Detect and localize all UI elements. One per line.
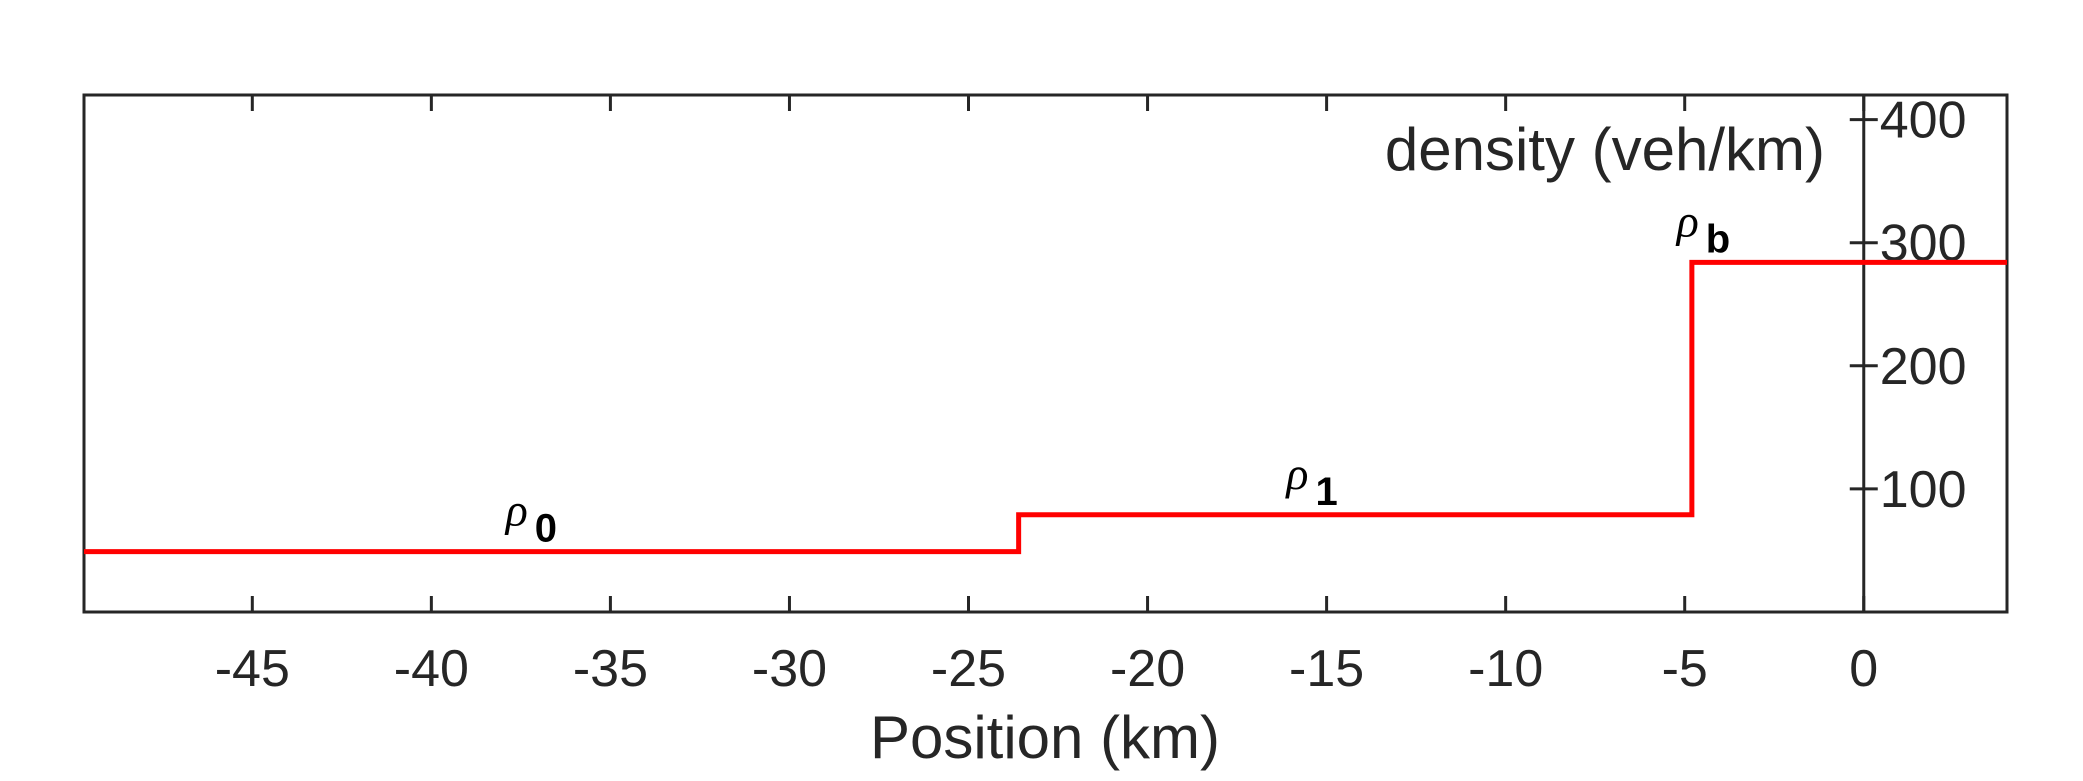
- x-tick-label: -25: [931, 640, 1006, 698]
- x-tick-label: -35: [573, 640, 648, 698]
- x-tick-label: -10: [1468, 640, 1543, 698]
- rho-symbol: ρ: [1675, 195, 1699, 246]
- y-tick-label: 100: [1880, 461, 1967, 519]
- y-tick-label: 200: [1880, 338, 1967, 396]
- x-tick-label: -5: [1662, 640, 1708, 698]
- rho-subscript: 1: [1315, 470, 1337, 514]
- rho-subscript: 0: [535, 507, 557, 551]
- annotation-layer: ρ 0ρ 1ρ b: [504, 195, 1730, 550]
- x-tick-label: -15: [1289, 640, 1364, 698]
- x-axis-ticks: -45 -40 -35 -30 -25 -20 -15 -10 -5 0: [215, 95, 1878, 698]
- x-tick-label: 0: [1849, 640, 1878, 698]
- y-axis-title: density (veh/km): [1385, 116, 1825, 183]
- y-tick-label: 400: [1880, 92, 1967, 150]
- x-tick-label: -40: [394, 640, 469, 698]
- x-axis-title: Position (km): [870, 704, 1220, 771]
- x-tick-label: -30: [752, 640, 827, 698]
- x-tick-label: -45: [215, 640, 290, 698]
- x-tick-label: -20: [1110, 640, 1185, 698]
- series-layer: [84, 259, 2007, 555]
- plot-frame: [82, 93, 2009, 614]
- rho-subscript: b: [1706, 217, 1730, 261]
- rho-symbol: ρ: [1284, 448, 1308, 499]
- density-step-line: [84, 259, 2007, 555]
- rho-symbol: ρ: [504, 485, 528, 536]
